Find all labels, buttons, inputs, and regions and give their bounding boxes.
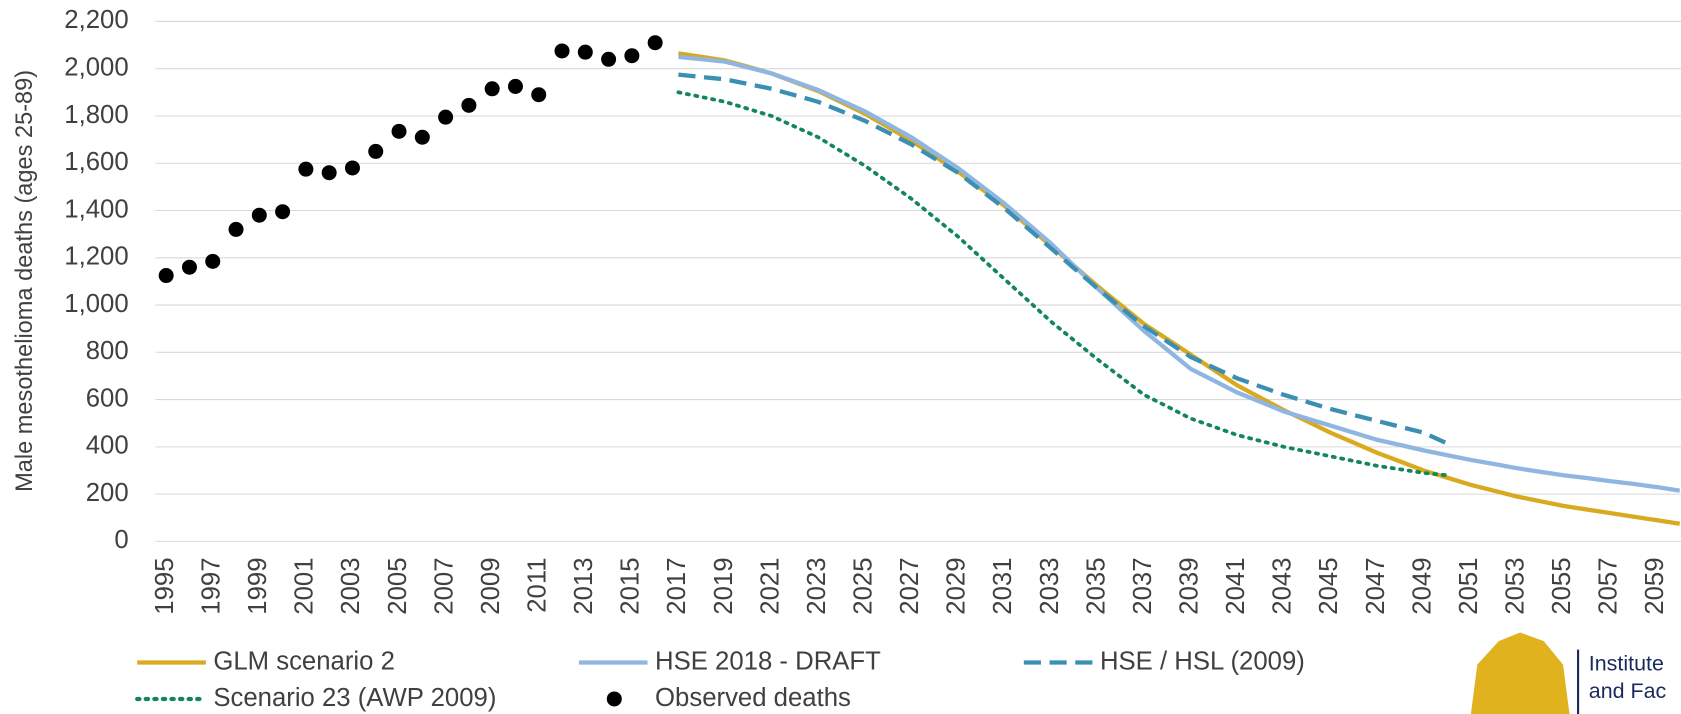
legend-marker [606,691,622,707]
y-tick-label: 1,200 [64,243,128,271]
x-tick-label: 2015 [617,557,645,614]
y-tick-label: 1,800 [64,101,128,129]
x-tick-label: 1997 [198,557,226,614]
x-tick-label: 2037 [1129,557,1157,614]
data-point [228,221,244,237]
series-line [678,51,1681,526]
x-tick-label: 2029 [943,557,971,614]
x-tick-label: 2025 [850,557,878,614]
y-tick-label: 1,600 [64,148,128,176]
data-point [368,143,384,159]
x-tick-label: 2021 [756,557,784,614]
data-point [181,259,197,275]
data-point [438,109,454,125]
x-tick-label: 2009 [477,557,505,614]
y-tick-label: 2,200 [64,6,128,34]
x-tick-label: 2035 [1082,557,1110,614]
data-point [251,207,267,223]
x-tick-label: 2049 [1408,557,1436,614]
data-point [391,123,407,139]
data-point [275,204,291,220]
x-tick-label: 2053 [1502,557,1530,614]
data-point [158,268,174,284]
y-tick-label: 1,400 [64,195,128,223]
x-tick-label: 2051 [1455,557,1483,614]
y-tick-label: 600 [86,384,129,412]
data-point [577,44,593,60]
data-point [554,43,570,59]
legend-label: HSE 2018 - DRAFT [655,647,881,675]
x-tick-label: 2043 [1269,557,1297,614]
x-tick-label: 2055 [1548,557,1576,614]
data-point [414,129,430,145]
logo-text: and Fac [1589,679,1667,703]
x-tick-label: 2013 [570,557,598,614]
x-tick-label: 2039 [1176,557,1204,614]
logo: Institute and Fac [1470,632,1667,714]
x-tick-label: 2031 [989,557,1017,614]
x-tick-label: 2041 [1222,557,1250,614]
data-point [601,51,617,67]
x-tick-label: 2033 [1036,557,1064,614]
data-point [461,97,477,113]
logo-crest [1470,632,1570,714]
legend-label: GLM scenario 2 [213,647,395,675]
data-point [647,35,663,51]
x-tick-label: 2023 [803,557,831,614]
y-tick-label: 200 [86,479,129,507]
legend-label: Observed deaths [655,684,851,712]
x-tick-label: 2047 [1362,557,1390,614]
y-axis-label: Male mesothelioma deaths (ages 25-89) [11,70,37,492]
x-tick-label: 2027 [896,557,924,614]
data-point [624,48,640,64]
x-tick-label: 2045 [1315,557,1343,614]
y-tick-label: 1,000 [64,290,128,318]
y-tick-label: 2,000 [64,54,128,82]
legend-label: Scenario 23 (AWP 2009) [213,684,496,712]
data-point [531,87,547,103]
data-point [321,165,337,181]
x-tick-label: 2059 [1641,557,1669,614]
x-tick-label: 2017 [663,557,691,614]
legend-label: HSE / HSL (2009) [1100,647,1305,675]
data-point [298,161,314,177]
x-tick-label: 2003 [337,557,365,614]
series-line [678,54,1681,493]
x-tick-label: 1999 [244,557,272,614]
x-tick-label: 2011 [524,557,552,612]
y-tick-label: 400 [86,432,129,460]
series-line [678,72,1448,446]
x-tick-label: 2019 [710,557,738,614]
y-tick-label: 800 [86,337,129,365]
x-tick-label: 1995 [151,557,179,614]
data-point [205,253,221,269]
y-tick-label: 0 [114,526,128,554]
data-point [344,160,360,176]
series-line [676,90,1449,478]
x-tick-label: 2001 [291,557,319,614]
x-tick-label: 2007 [430,557,458,614]
x-tick-label: 2005 [384,557,412,614]
data-point [507,78,523,94]
x-tick-label: 2057 [1595,557,1623,614]
data-point [484,81,500,97]
logo-text: Institute [1589,651,1664,675]
